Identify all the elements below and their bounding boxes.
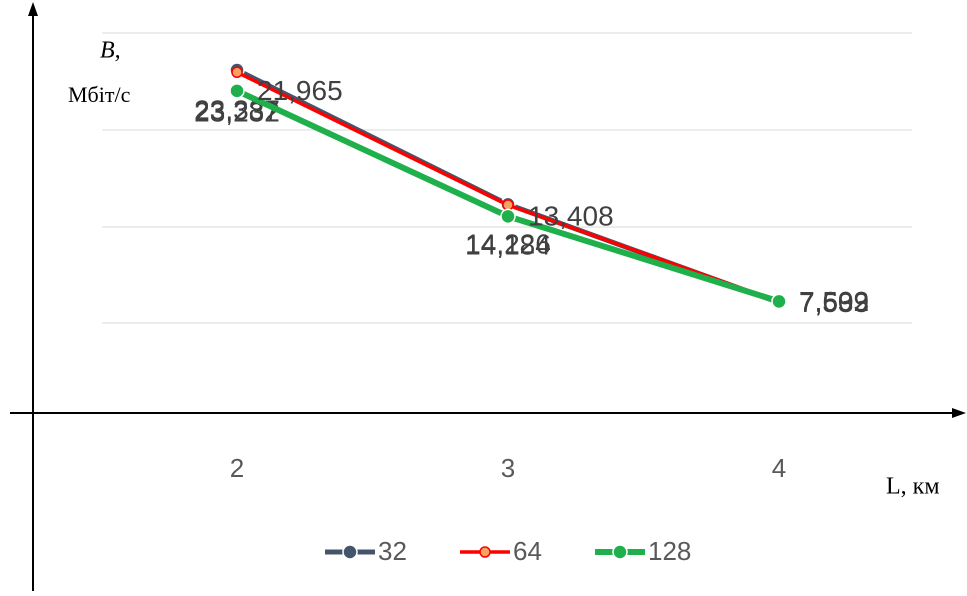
legend-label: 64 [513, 536, 542, 566]
legend-label: 128 [648, 536, 691, 566]
legend-marker [479, 546, 491, 558]
point [502, 199, 514, 211]
data-label: 14,226 [465, 229, 551, 260]
data-label: 13,408 [528, 201, 614, 232]
legend-marker [342, 544, 358, 560]
y-arrow [28, 2, 38, 16]
legend-marker [612, 544, 628, 560]
data-label: 7,592 [799, 286, 869, 317]
data-label: 14,184 [465, 229, 551, 260]
point [500, 208, 516, 225]
legend-label: 32 [378, 536, 407, 566]
x-arrow [952, 408, 966, 418]
x-label: L, км [886, 474, 940, 500]
x-tick-label: 2 [230, 453, 244, 483]
data-label: 7,533 [799, 287, 869, 318]
gridlines [102, 32, 912, 324]
point [229, 83, 245, 99]
data-label: 7,609 [799, 286, 869, 317]
point [771, 293, 787, 310]
x-tick-label: 3 [501, 453, 515, 483]
y-unit: Мбіт/с [68, 82, 131, 107]
y-label: B, [100, 38, 121, 64]
x-tick-label: 4 [772, 453, 786, 483]
data-label: 21,965 [257, 75, 343, 106]
point [231, 66, 243, 79]
data-label: 23,387 [194, 94, 280, 125]
